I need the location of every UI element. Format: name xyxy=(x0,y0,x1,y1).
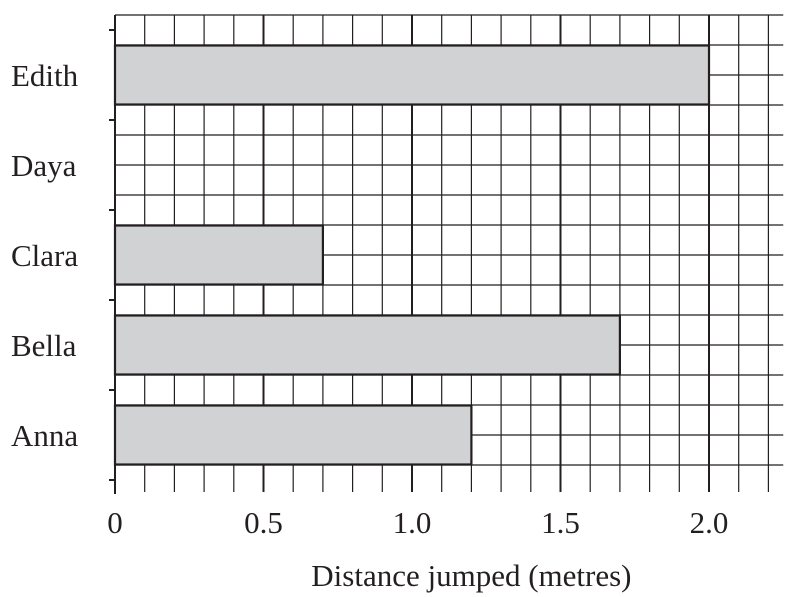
bar-clara xyxy=(113,224,324,286)
category-label-edith: Edith xyxy=(11,58,79,93)
x-tick-label: 0 xyxy=(107,505,123,540)
plot-frame xyxy=(109,15,116,494)
bar-bella xyxy=(113,314,621,376)
x-tick-label: 1.0 xyxy=(393,505,432,540)
x-axis-title: Distance jumped (metres) xyxy=(311,558,631,593)
category-label-anna: Anna xyxy=(11,418,78,453)
category-label-bella: Bella xyxy=(11,328,77,363)
bar-anna xyxy=(113,404,473,466)
x-tick-label: 2.0 xyxy=(690,505,729,540)
category-labels: Edith Daya Clara Bella Anna xyxy=(11,58,79,453)
category-label-daya: Daya xyxy=(11,148,77,183)
category-label-clara: Clara xyxy=(11,238,78,273)
x-tick-label: 1.5 xyxy=(541,505,580,540)
bar-edith xyxy=(113,44,711,106)
x-tick-labels: 0 0.5 1.0 1.5 2.0 xyxy=(107,505,728,540)
x-tick-label: 0.5 xyxy=(244,505,283,540)
bars xyxy=(113,44,711,466)
